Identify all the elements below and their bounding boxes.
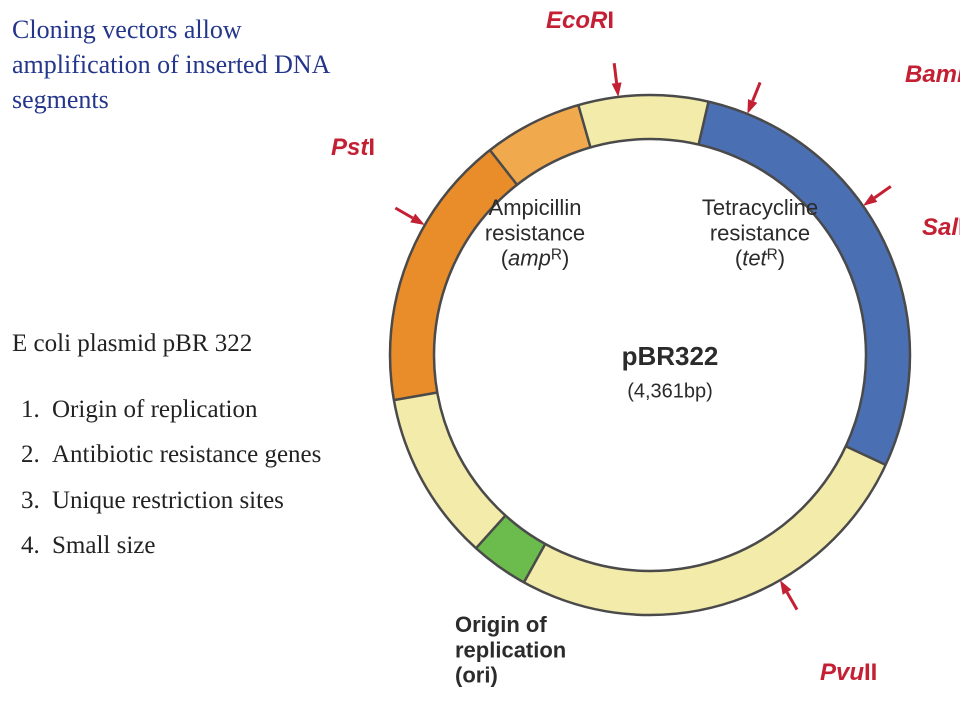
gene-label: Ampicillinresistance(ampR) <box>485 195 585 271</box>
slide-subtitle: E coli plasmid pBR 322 <box>12 330 332 358</box>
feature-list: Origin of replication Antibiotic resista… <box>12 380 332 575</box>
plasmid-diagram: EcoRIBamHISalIPvuIIPstIAmpicillinresista… <box>320 0 960 720</box>
arrow-shaft-PvuII <box>787 592 797 609</box>
list-item: Antibiotic resistance genes <box>46 439 332 470</box>
arrow-head-BamHI <box>747 99 757 114</box>
svg-text:(ampR): (ampR) <box>501 246 570 271</box>
list-item: Unique restriction sites <box>46 485 332 516</box>
segment-tetR <box>699 102 910 465</box>
slide-title: Cloning vectors allow amplification of i… <box>12 12 372 117</box>
arrow-head-PvuII <box>780 580 791 595</box>
svg-text:(tetR): (tetR) <box>735 246 785 271</box>
list-item: Small size <box>46 530 332 561</box>
arrow-shaft-PstI <box>395 208 412 218</box>
restriction-site-label-EcoRI: EcoRI <box>546 7 614 34</box>
arrow-shaft-EcoRI <box>614 63 616 83</box>
plasmid-size: (4,361bp) <box>627 381 713 403</box>
svg-text:Tetracycline: Tetracycline <box>702 195 818 220</box>
restriction-site-label-PstI: PstI <box>331 134 375 161</box>
svg-text:resistance: resistance <box>485 220 585 245</box>
plasmid-name: pBR322 <box>622 341 719 371</box>
list-item: Origin of replication <box>46 394 332 425</box>
arrow-head-PstI <box>410 214 425 225</box>
arrow-shaft-BamHI <box>753 82 760 101</box>
restriction-site-label-SalI: SalI <box>922 214 960 241</box>
svg-text:resistance: resistance <box>710 220 810 245</box>
gene-label: Tetracyclineresistance(tetR) <box>702 195 818 271</box>
restriction-site-label-BamHI: BamHI <box>905 61 960 88</box>
origin-label: replication <box>455 637 566 662</box>
origin-label: (ori) <box>455 663 498 688</box>
arrow-shaft-SalI <box>874 186 890 197</box>
origin-label: Origin of <box>455 612 547 637</box>
svg-text:Ampicillin: Ampicillin <box>489 195 582 220</box>
restriction-site-label-PvuII: PvuII <box>820 659 877 686</box>
segment-ampR <box>390 150 517 400</box>
arrow-head-EcoRI <box>612 82 622 97</box>
segment-gap-left <box>394 393 506 549</box>
